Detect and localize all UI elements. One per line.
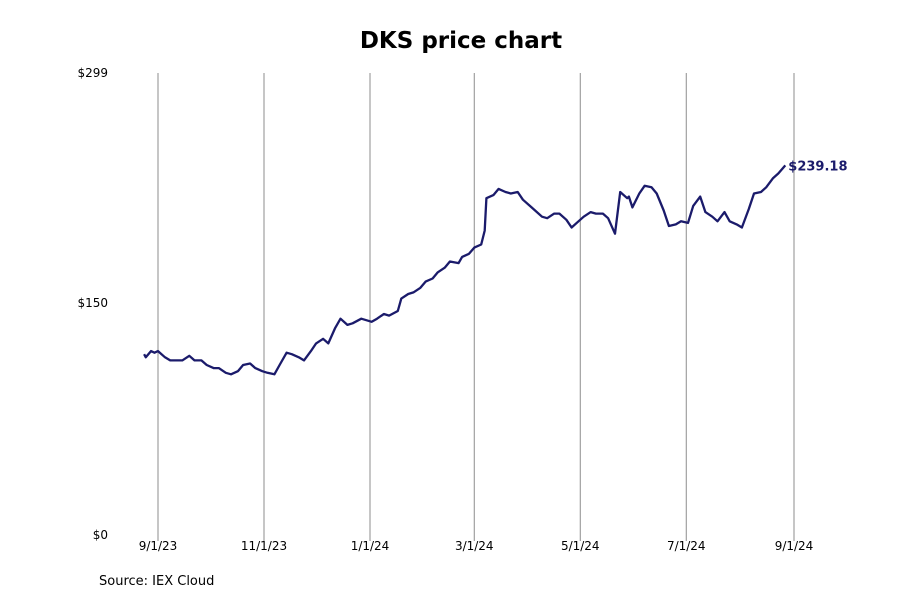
y-axis: $0 $150 $299	[77, 66, 108, 542]
x-tick-label: 11/1/23	[241, 539, 287, 553]
price-series-line	[143, 164, 787, 376]
y-tick-label: $0	[93, 528, 108, 542]
x-tick-label: 3/1/24	[455, 539, 494, 553]
y-tick-label: $150	[77, 296, 108, 310]
x-tick-label: 7/1/24	[667, 539, 706, 553]
x-tick-label: 9/1/24	[775, 539, 814, 553]
x-tick-label: 5/1/24	[561, 539, 600, 553]
x-axis: 9/1/23 11/1/23 1/1/24 3/1/24 5/1/24 7/1/24 9/1…	[139, 539, 814, 553]
source-note: Source: IEX Cloud	[99, 574, 215, 589]
chart-title: DKS price chart	[359, 28, 563, 54]
last-price-label: $239.18	[788, 159, 847, 174]
vertical-grid	[157, 73, 795, 541]
y-tick-label: $299	[77, 66, 108, 80]
x-tick-label: 9/1/23	[139, 539, 178, 553]
x-tick-label: 1/1/24	[351, 539, 390, 553]
